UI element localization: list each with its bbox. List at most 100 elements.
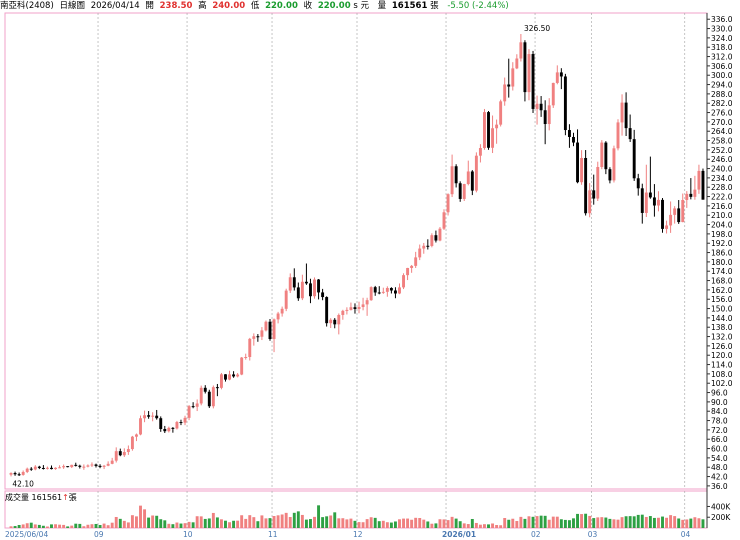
volume-bar — [535, 516, 539, 528]
volume-bar — [685, 519, 689, 528]
volume-bar — [377, 521, 381, 528]
volume-bar — [458, 521, 462, 528]
price-tick-label: 150.0 — [711, 305, 733, 314]
volume-bar — [50, 524, 53, 528]
volume-bar — [300, 514, 304, 528]
volume-bar — [224, 520, 227, 528]
candle-body — [155, 415, 159, 419]
price-tick-label: 132.0 — [711, 333, 733, 342]
candle-body — [284, 290, 288, 309]
close-label: 收 — [303, 1, 313, 11]
x-axis-label: 2026/01 — [442, 530, 476, 539]
candle-body — [70, 464, 74, 468]
candle-body — [321, 292, 325, 298]
candle-body — [66, 466, 70, 468]
volume-bar — [697, 518, 701, 528]
volume-bar — [264, 518, 268, 528]
candle-body — [329, 319, 333, 324]
price-tick-label: 156.0 — [711, 295, 733, 304]
candle-body — [535, 103, 539, 109]
price-tick-label: 210.0 — [711, 211, 733, 220]
price-tick-label: 72.0 — [711, 426, 728, 435]
volume-bar — [499, 525, 503, 528]
volume-bar — [669, 515, 673, 528]
volume-bar — [276, 515, 280, 528]
price-tick-label: 270.0 — [711, 118, 733, 127]
candle-body — [296, 287, 300, 299]
volume-bar — [567, 520, 571, 528]
volume-bar — [361, 522, 365, 528]
volume-bar — [66, 526, 70, 528]
price-tick-label: 42.0 — [711, 473, 728, 482]
price-tick-label: 300.0 — [711, 71, 733, 80]
volume-bar — [636, 514, 640, 528]
candle-body — [126, 449, 130, 453]
volume-bar — [252, 517, 256, 528]
volume-bar — [365, 519, 369, 528]
candle-body — [596, 167, 600, 199]
candle-body — [701, 170, 705, 200]
candle-body — [547, 105, 551, 125]
candle-body — [98, 465, 102, 467]
x-axis-label: 11 — [268, 530, 278, 539]
candle-body — [470, 171, 474, 191]
volume-bar — [25, 523, 29, 528]
candle-body — [576, 142, 579, 183]
candle-body — [393, 290, 397, 294]
volume-bar — [470, 518, 474, 528]
volume-bar — [357, 522, 361, 528]
volume-bar — [58, 524, 62, 528]
price-tick-label: 294.0 — [711, 81, 733, 90]
candle-body — [207, 391, 211, 407]
volume-bar — [13, 526, 17, 528]
volume-bar — [292, 512, 296, 528]
price-tick-label: 222.0 — [711, 193, 733, 202]
volume-bar — [555, 516, 559, 528]
quote-date: 2026/04/14 — [90, 1, 140, 11]
volume-bar — [551, 516, 555, 528]
price-tick-label: 60.0 — [711, 445, 728, 454]
price-tick-label: 48.0 — [711, 463, 728, 472]
candle-body — [54, 467, 57, 470]
volume-bar — [349, 518, 353, 528]
high-label: 高 — [198, 1, 207, 11]
volume-bar — [139, 505, 142, 528]
price-change: -5.50 (-2.44%) — [447, 1, 509, 11]
candle-body — [300, 281, 304, 299]
price-tick-label: 240.0 — [711, 165, 733, 174]
volume-bar — [584, 513, 588, 528]
candle-body — [491, 128, 495, 148]
x-axis-label: 04 — [681, 530, 691, 539]
candle-body — [373, 287, 377, 293]
candle-body — [240, 357, 244, 375]
candle-body — [272, 319, 276, 340]
volume-bar — [219, 519, 223, 528]
volume-bar — [559, 519, 563, 528]
close-unit: s 元 — [353, 1, 369, 11]
candle-body — [90, 464, 94, 466]
candle-body — [446, 194, 450, 213]
candle-body — [62, 466, 66, 468]
candle-body — [450, 166, 454, 195]
price-tick-label: 108.0 — [711, 370, 733, 379]
candle-body — [402, 275, 405, 288]
volume-bar — [624, 516, 628, 528]
candle-body — [50, 467, 53, 470]
volume-bar — [70, 525, 74, 528]
candle-body — [669, 214, 673, 226]
candle-body — [37, 466, 41, 468]
volume-bar — [487, 524, 490, 528]
candle-body — [466, 171, 470, 185]
volume-bar — [592, 518, 596, 528]
candle-body — [280, 308, 284, 314]
volume-bar — [406, 518, 410, 528]
candle-body — [317, 279, 321, 293]
volume-bar — [90, 524, 94, 528]
candle-body — [515, 58, 519, 69]
price-annotation: 42.10 — [12, 479, 34, 488]
candle-body — [17, 474, 21, 476]
candle-body — [539, 103, 543, 111]
volume-bar — [155, 515, 159, 528]
candle-body — [567, 130, 571, 137]
volume-bar — [426, 521, 430, 528]
